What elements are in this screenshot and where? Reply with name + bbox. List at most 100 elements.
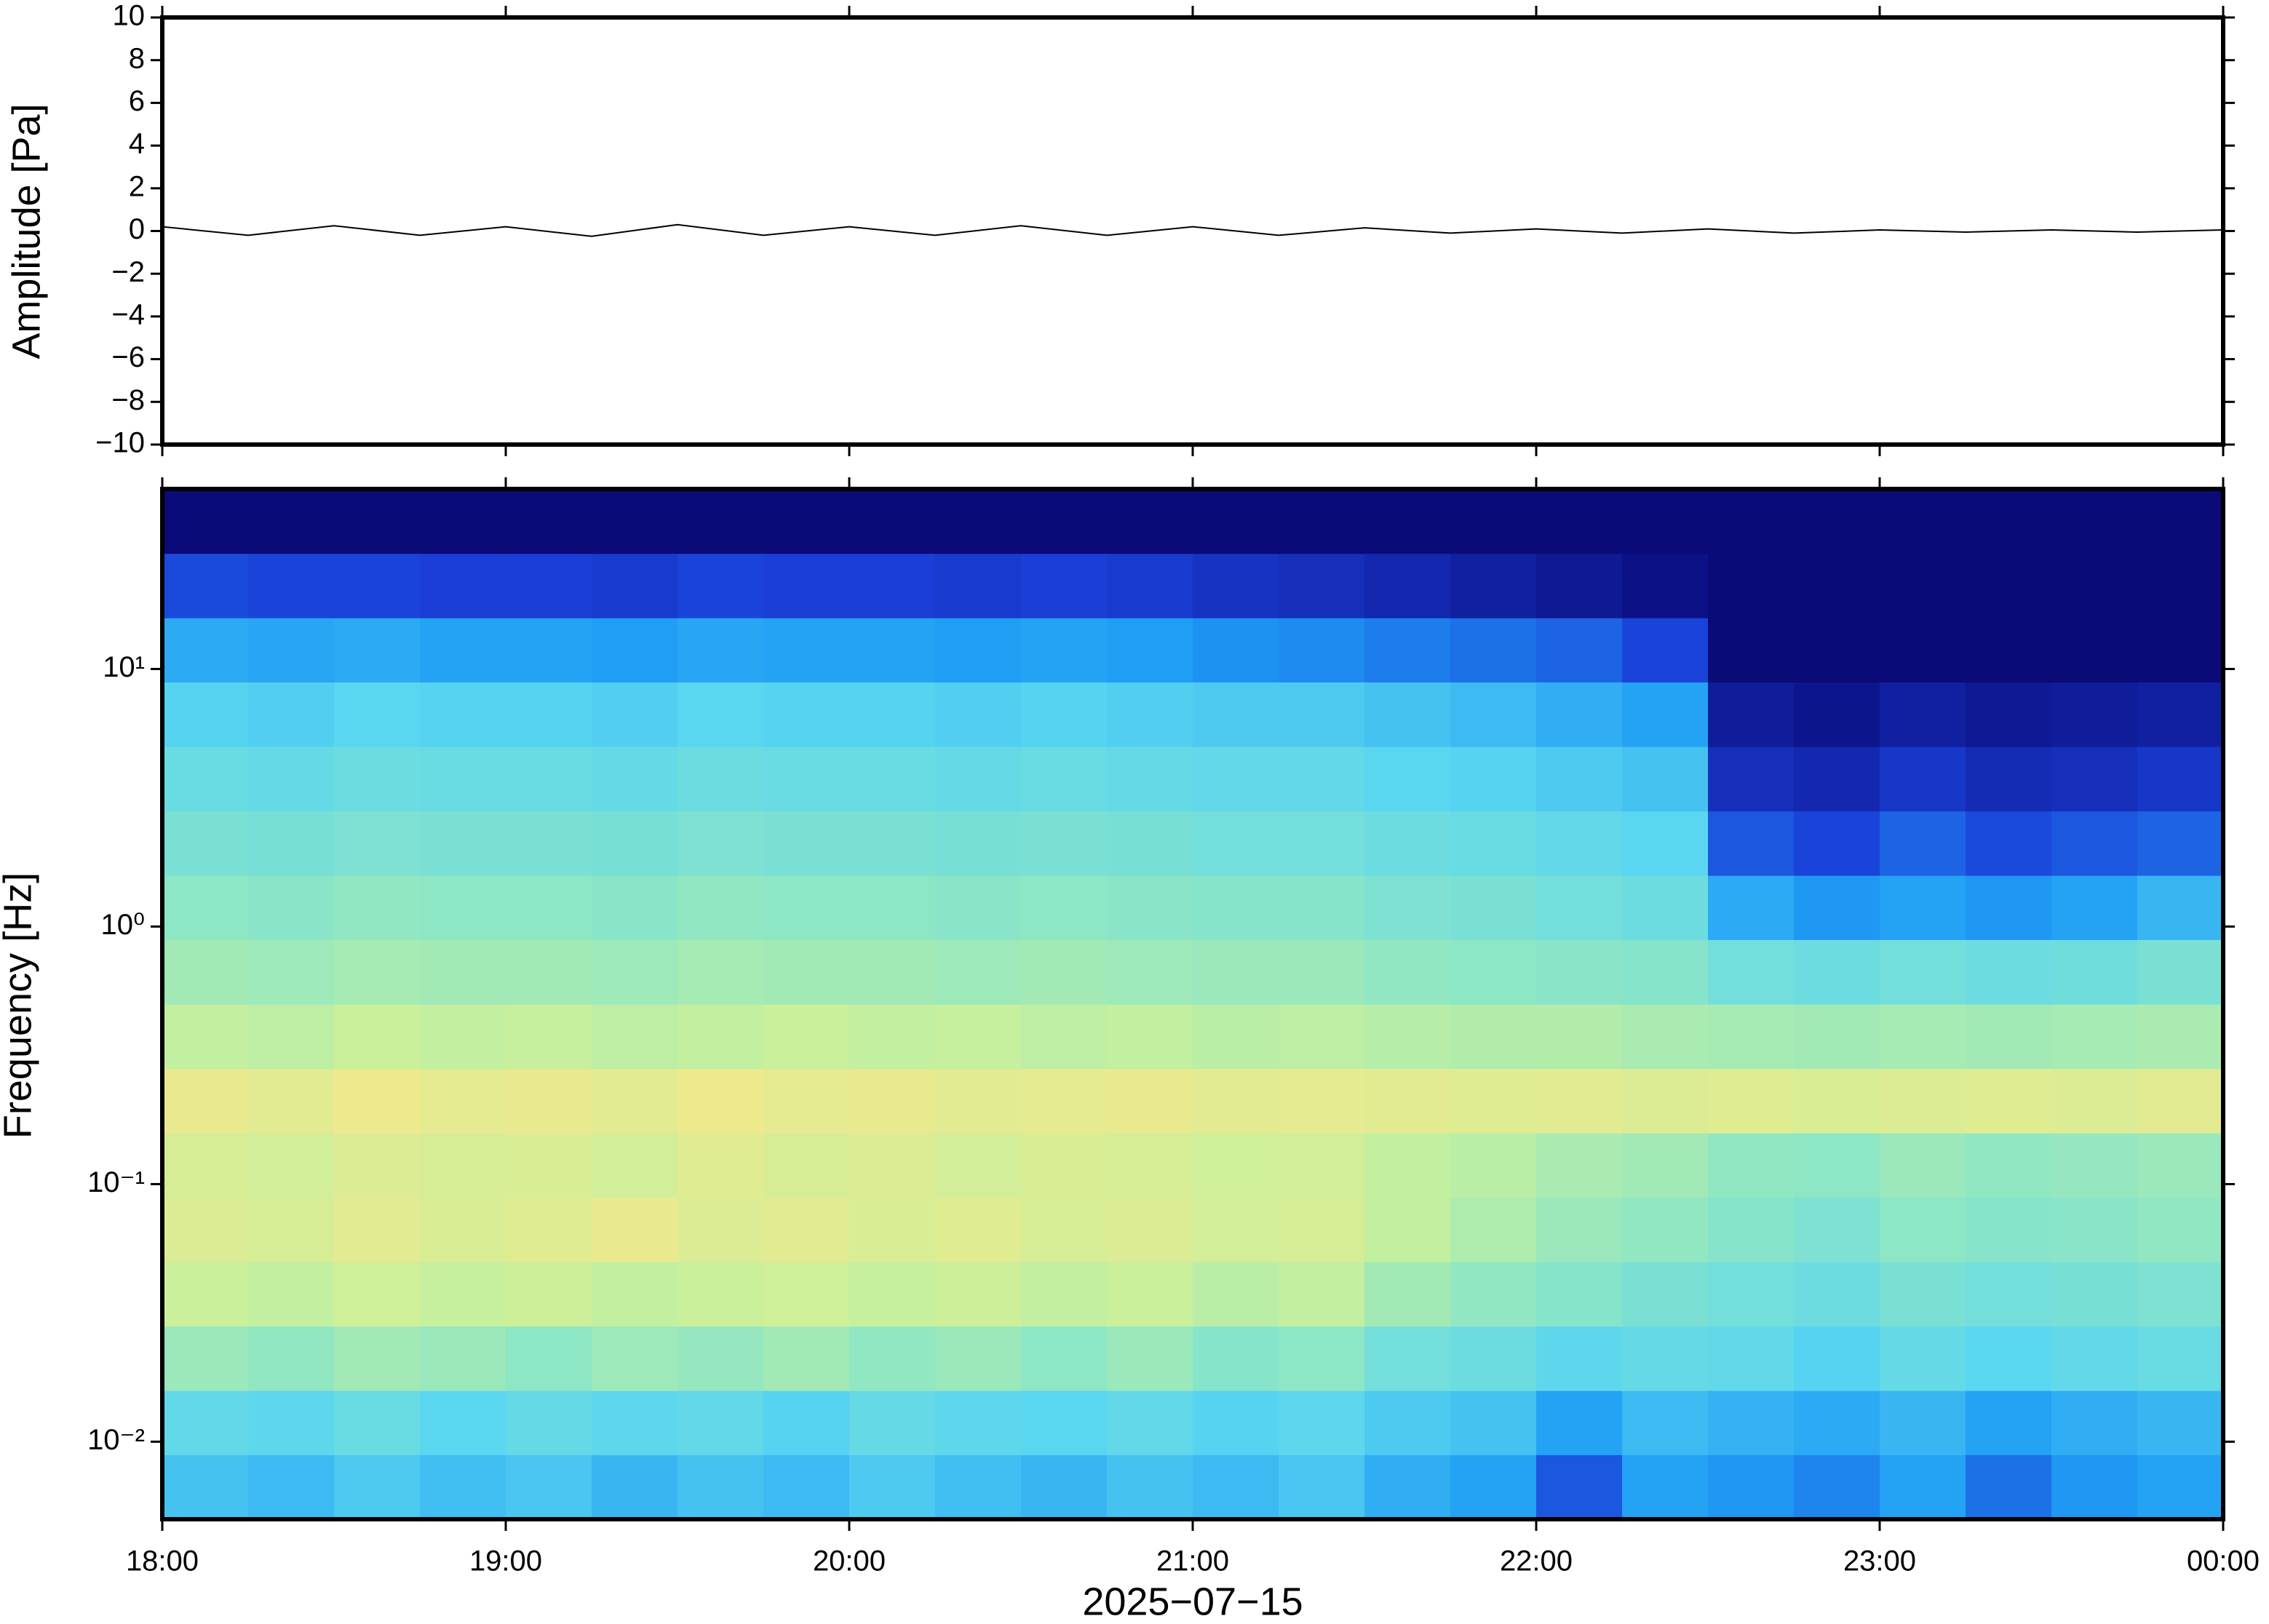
spectrogram-cell: [506, 875, 592, 940]
spectrogram-cell: [1450, 1004, 1537, 1070]
spectrogram-cell: [592, 1068, 678, 1134]
spectrogram-cell: [2137, 618, 2224, 682]
spectrogram-cell: [1880, 1068, 1966, 1134]
spectrogram-cell: [592, 1004, 678, 1070]
spectrogram-cell: [162, 1068, 249, 1134]
spectrogram-cell: [1021, 618, 1108, 682]
spectrogram-cell: [935, 1262, 1022, 1327]
spectrogram-cell: [1794, 1133, 1880, 1198]
spectrogram-cell: [334, 618, 421, 682]
spectrogram-cell: [677, 875, 764, 940]
spectrogram-cell: [849, 1004, 936, 1070]
spectrogram-cell: [935, 1068, 1022, 1134]
spectrogram-cell: [1536, 1262, 1623, 1327]
spectrogram-cell: [677, 1133, 764, 1198]
spectrogram-cell: [334, 747, 421, 812]
spectrogram-cell: [2051, 939, 2138, 1005]
spectrogram-cell: [2137, 1068, 2224, 1134]
spectrogram-cell: [2051, 553, 2138, 618]
spectrogram-cell: [1364, 1326, 1451, 1391]
y-tick-label: 4: [129, 128, 145, 160]
spectrogram-cell: [1536, 939, 1623, 1005]
spectrogram-cell: [248, 1390, 335, 1455]
spectrogram-cell: [1450, 1197, 1537, 1262]
spectrogram-cell: [1107, 811, 1193, 876]
spectrogram-cell: [849, 1390, 936, 1455]
spectrogram-cell: [1279, 811, 1365, 876]
spectrogram-cell: [1279, 1326, 1365, 1391]
x-tick-label: 19:00: [469, 1545, 542, 1577]
spectrogram-cell: [849, 618, 936, 682]
spectrogram-cell: [506, 1326, 592, 1391]
spectrogram-cell: [248, 811, 335, 876]
spectrogram-cell: [2051, 1133, 2138, 1198]
spectrogram-cell: [1622, 682, 1709, 747]
spectrogram-cell: [592, 1262, 678, 1327]
spectrogram-cell: [162, 875, 249, 940]
spectrogram-cell: [506, 747, 592, 812]
y-tick-label: −8: [111, 384, 145, 416]
spectrogram-cell: [420, 939, 506, 1005]
spectrogram-cell: [506, 1197, 592, 1262]
spectrogram-cell: [849, 489, 936, 554]
spectrogram-cell: [1364, 875, 1451, 940]
spectrogram-cell: [1364, 618, 1451, 682]
spectrogram-cell: [849, 1197, 936, 1262]
spectrogram-cell: [935, 747, 1022, 812]
spectrogram-cell: [2051, 747, 2138, 812]
spectrogram-cell: [935, 1326, 1022, 1391]
spectrogram-cell: [1364, 1133, 1451, 1198]
spectrogram-cell: [2137, 1133, 2224, 1198]
spectrogram-cell: [1536, 1004, 1623, 1070]
spectrogram-cell: [248, 1197, 335, 1262]
spectrogram-cell: [1107, 1068, 1193, 1134]
spectrogram-cell: [592, 1326, 678, 1391]
spectrogram-cell: [2137, 489, 2224, 554]
spectrogram-cell: [763, 1197, 850, 1262]
spectrogram-cell: [248, 875, 335, 940]
spectrogram-cell: [248, 1454, 335, 1520]
spectrogram-cell: [592, 1133, 678, 1198]
spectrogram-cell: [1536, 1454, 1623, 1520]
spectrogram-cell: [2137, 682, 2224, 747]
spectrogram-cell: [420, 1004, 506, 1070]
spectrogram-cell: [2137, 811, 2224, 876]
spectrogram-cell: [2137, 1262, 2224, 1327]
spectrogram-cell: [1622, 1004, 1709, 1070]
spectrogram-cell: [1966, 618, 2052, 682]
spectrogram-cell: [1450, 811, 1537, 876]
spectrogram-cell: [2051, 682, 2138, 747]
spectrogram-cell: [935, 682, 1022, 747]
spectrogram-cell: [1364, 1454, 1451, 1520]
spectrogram-cell: [1536, 1133, 1623, 1198]
spectrogram-cell: [1966, 1004, 2052, 1070]
spectrogram-cell: [506, 1133, 592, 1198]
spectrogram-cell: [592, 489, 678, 554]
spectrogram-cell: [1708, 1326, 1795, 1391]
spectrogram-cell: [1193, 747, 1279, 812]
spectrogram-cell: [1279, 1004, 1365, 1070]
spectrogram-cell: [763, 1390, 850, 1455]
spectrogram-cell: [1021, 1197, 1108, 1262]
spectrogram-cell: [763, 553, 850, 618]
spectrogram-cell: [1450, 1133, 1537, 1198]
spectrogram-cell: [1966, 1454, 2052, 1520]
spectrogram-cell: [1021, 1326, 1108, 1391]
y-axis-label: Frequency [Hz]: [0, 872, 39, 1139]
spectrogram-cell: [1708, 1068, 1795, 1134]
spectrogram-cell: [677, 553, 764, 618]
spectrogram-cell: [1708, 1197, 1795, 1262]
spectrogram-cell: [1107, 1390, 1193, 1455]
spectrogram-cell: [1021, 1133, 1108, 1198]
spectrogram-cell: [935, 1454, 1022, 1520]
spectrogram-cell: [162, 939, 249, 1005]
spectrogram-cell: [677, 747, 764, 812]
spectrogram-cell: [1794, 811, 1880, 876]
spectrogram-cell: [1279, 875, 1365, 940]
spectrogram-cell: [334, 553, 421, 618]
y-tick-label: 2: [129, 170, 145, 202]
spectrogram-cell: [849, 747, 936, 812]
spectrogram-cell: [162, 1454, 249, 1520]
spectrogram-cell: [420, 1390, 506, 1455]
spectrogram-cell: [1708, 682, 1795, 747]
